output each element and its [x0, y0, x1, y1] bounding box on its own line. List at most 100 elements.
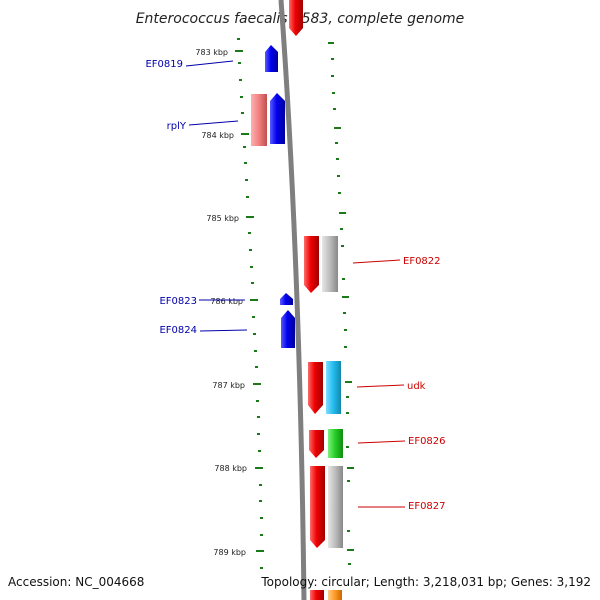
kbp-label: 786 kbp [210, 297, 243, 306]
tick-mark [256, 400, 259, 402]
tick-mark [347, 530, 350, 532]
tick-mark [255, 366, 258, 368]
leader-line [199, 329, 248, 332]
gene-ef0824-arrow[interactable] [281, 310, 295, 348]
major-tick [235, 50, 243, 52]
gene-label-ef0827[interactable]: EF0827 [408, 501, 446, 512]
tick-mark [250, 266, 253, 268]
major-tick [347, 549, 354, 551]
tick-mark [241, 112, 244, 114]
major-tick [256, 550, 264, 552]
tick-mark [238, 62, 241, 64]
tick-mark [259, 484, 262, 486]
leader-line [356, 384, 405, 388]
tick-mark [248, 232, 251, 234]
tick-mark [331, 58, 334, 60]
gene-ef0826-homolog[interactable] [328, 429, 343, 458]
gene-ef0827-arrow[interactable] [310, 466, 325, 548]
major-tick [339, 212, 346, 214]
tick-mark [348, 563, 351, 565]
major-tick [328, 42, 334, 44]
major-tick [241, 133, 249, 135]
tick-mark [344, 329, 347, 331]
tick-mark [260, 534, 263, 536]
gene-ef0822-homolog[interactable] [322, 236, 338, 292]
kbp-label: 784 kbp [201, 131, 234, 140]
major-tick [250, 299, 258, 301]
major-tick [342, 296, 349, 298]
major-tick [345, 381, 352, 383]
leader-line [357, 440, 406, 444]
tick-mark [331, 75, 334, 77]
gene-ef0827-homolog[interactable] [328, 466, 343, 548]
major-tick [246, 216, 254, 218]
inner-tick-rail [235, 38, 264, 569]
tick-mark [260, 567, 263, 569]
tick-mark [243, 146, 246, 148]
gene-label-ef0819[interactable]: EF0819 [145, 59, 183, 70]
major-tick [347, 467, 354, 469]
kbp-label: 785 kbp [206, 214, 239, 223]
tick-mark [245, 179, 248, 181]
rna-feature-block[interactable] [251, 94, 267, 146]
tick-mark [335, 142, 338, 144]
tick-mark [346, 446, 349, 448]
tick-mark [332, 92, 335, 94]
gene-ef0826-arrow[interactable] [309, 430, 324, 458]
tick-mark [338, 192, 341, 194]
topology-text: Topology: circular; Length: 3,218,031 bp… [260, 575, 591, 589]
tick-mark [343, 312, 346, 314]
major-tick [253, 383, 261, 385]
tick-mark [257, 416, 260, 418]
tick-mark [346, 412, 349, 414]
tick-mark [244, 162, 247, 164]
gene-udk-arrow[interactable] [308, 362, 323, 414]
major-tick [255, 467, 263, 469]
kbp-label: 789 kbp [213, 548, 246, 557]
gene-label-ef0823[interactable]: EF0823 [159, 296, 197, 307]
gene-label-rply[interactable]: rplY [167, 121, 187, 132]
tick-mark [259, 500, 262, 502]
outer-tick-rail [328, 42, 354, 565]
tick-mark [347, 480, 350, 482]
tick-mark [342, 278, 345, 280]
tick-mark [258, 450, 261, 452]
gene-label-udk[interactable]: udk [407, 381, 426, 392]
tick-mark [240, 96, 243, 98]
reverse-gene-arrow[interactable] [310, 590, 324, 600]
tick-mark [249, 249, 252, 251]
gene-rply-arrow[interactable] [270, 93, 285, 144]
accession-text: Accession: NC_004668 [8, 575, 144, 589]
tick-mark [254, 350, 257, 352]
tick-mark [346, 396, 349, 398]
tick-mark [344, 346, 347, 348]
major-tick [334, 127, 341, 129]
tick-mark [252, 316, 255, 318]
genome-backbone [278, 0, 307, 600]
gene-homolog-block[interactable] [328, 590, 342, 600]
reverse-gene-arrow[interactable] [289, 0, 303, 36]
leader-line [185, 60, 234, 67]
tick-mark [333, 108, 336, 110]
tick-mark [239, 79, 242, 81]
kbp-label: 788 kbp [214, 464, 247, 473]
tick-mark [341, 245, 344, 247]
gene-ef0822-arrow[interactable] [304, 236, 319, 293]
gene-ef0819-arrow[interactable] [265, 45, 278, 72]
tick-mark [337, 175, 340, 177]
leader-line [352, 259, 401, 264]
kbp-label: 787 kbp [212, 381, 245, 390]
gene-label-ef0822[interactable]: EF0822 [403, 256, 441, 267]
gene-label-ef0826[interactable]: EF0826 [408, 436, 446, 447]
gene-udk-homolog[interactable] [326, 361, 341, 414]
gene-label-ef0824[interactable]: EF0824 [159, 325, 197, 336]
tick-mark [340, 228, 343, 230]
tick-mark [237, 38, 240, 40]
tick-mark [253, 333, 256, 335]
tick-mark [260, 517, 263, 519]
tick-mark [336, 158, 339, 160]
tick-mark [246, 196, 249, 198]
gene-ef0823-arrow[interactable] [280, 293, 293, 305]
tick-mark [257, 433, 260, 435]
leader-line [188, 120, 239, 126]
